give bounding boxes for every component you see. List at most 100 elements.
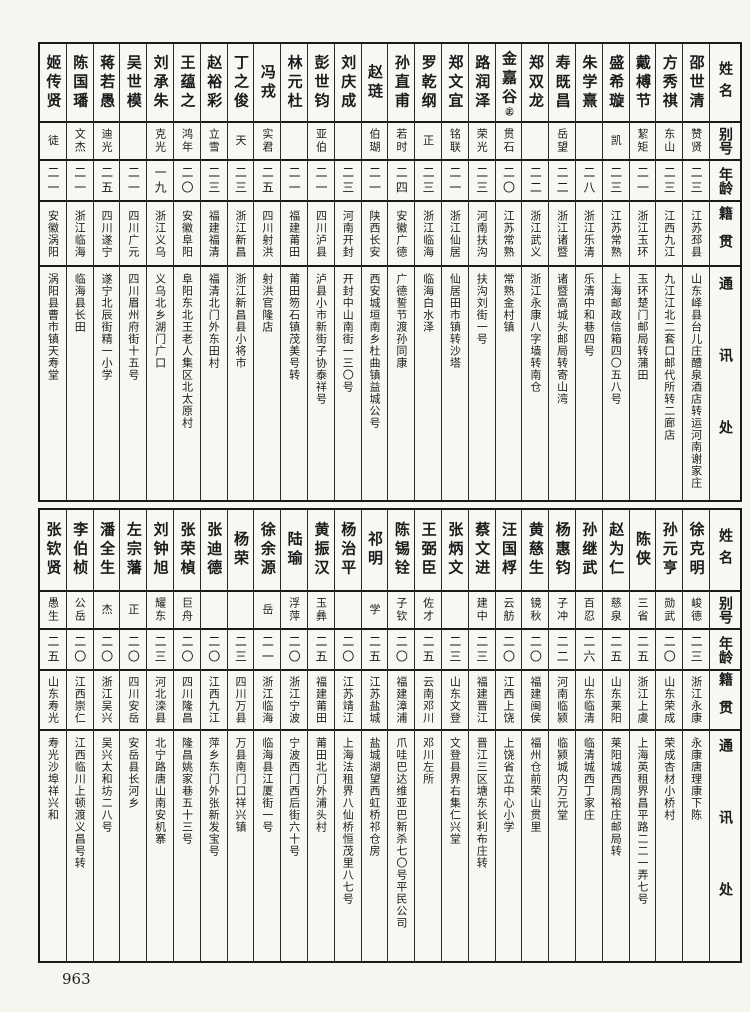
header-label-address: 通讯处: [717, 275, 733, 492]
person-age-cell: 二〇: [388, 628, 415, 669]
person-address: 安岳县长河乡: [126, 737, 140, 809]
person-address: 盐城湖望西虹桥祁仓房: [368, 737, 382, 857]
person-address: 莆田笏石镇茂美号转: [287, 273, 301, 381]
person-address: 北宁路唐山南安机寨: [153, 737, 167, 845]
person-name: 陈侠: [634, 531, 652, 569]
person-alias: 迪光: [100, 128, 114, 154]
person-age: 二〇: [394, 634, 409, 665]
person-address-cell: 山东峄县台儿庄醴泉酒店转运河南谢家庄: [683, 265, 709, 500]
person-age: 二六: [581, 634, 596, 665]
person-age: 二三: [233, 165, 248, 196]
person-address-cell: 寿光沙埠祥兴和: [40, 729, 66, 961]
person-name: 郑文宜: [446, 54, 465, 111]
person-alias-cell: 子冲: [549, 590, 576, 628]
person-address-cell: 临清城西丁家庄: [576, 729, 602, 961]
person-age-cell: 二〇: [495, 628, 522, 669]
person-address: 万县南门口祥兴镇: [234, 737, 248, 833]
person-name: 戴榑节: [634, 54, 652, 111]
person-address: 山东峄县台儿庄醴泉酒店转运河南谢家庄: [689, 273, 703, 489]
person-address-cell: 上海邮政信箱四〇五八号: [602, 265, 629, 500]
person-alias: 公岳: [73, 597, 87, 623]
person-name-cell: 徐克明: [683, 510, 709, 590]
person-native-place: 浙江永康: [689, 676, 703, 724]
person-name-cell: 孙继武: [576, 510, 602, 590]
person-name-cell: 姬传贤: [40, 44, 66, 121]
person-native-place: 四川安岳: [126, 676, 140, 724]
person-native-place: 福建闽侯: [528, 676, 542, 724]
person-address-cell: 广德誓节渡孙同康: [388, 265, 415, 500]
person-name-cell: 陈国璠: [67, 44, 93, 121]
person-address-cell: 义乌北乡湖门广口: [147, 265, 174, 500]
person-age: 二一: [45, 165, 60, 196]
person-age: 二三: [206, 165, 221, 196]
person-age-cell: 二三: [468, 159, 495, 200]
person-name-cell: 陆瑜: [281, 510, 307, 590]
person-age-cell: 二三: [227, 628, 254, 669]
person-alias-cell: 杰: [93, 590, 120, 628]
person-column: 陆瑜 浮萍 二〇 浙江宁波 宁波西门西后街六十号: [280, 510, 308, 961]
person-name-cell: 方秀祺: [656, 44, 682, 121]
person-alias-cell: 铭联: [442, 121, 468, 159]
person-age-cell: 二二: [549, 159, 576, 200]
person-column: 寿既昌 岳望 二二 浙江诸暨 诸暨高城头邮局转寄山湾: [548, 44, 576, 500]
person-alias-cell: 峻德: [683, 590, 709, 628]
person-age-cell: 二六: [576, 628, 602, 669]
person-name: 徐余源: [258, 521, 277, 579]
person-name: 刘钟旭: [151, 521, 170, 579]
person-alias: 建中: [475, 597, 489, 623]
person-column: 赵为仁 慈泉 二五 山东莱阳 莱阳城西周裕庄邮局转: [601, 510, 629, 961]
person-native-place: 浙江玉环: [636, 209, 649, 258]
person-age-cell: 一九: [147, 159, 174, 200]
person-name-cell: 张迪德: [201, 510, 227, 590]
person-native-place: 江西上饶: [502, 676, 516, 724]
person-alias-cell: [334, 590, 361, 628]
person-alias-cell: 天: [227, 121, 254, 159]
person-address-cell: 安岳县长河乡: [120, 729, 147, 961]
person-column: 徐余源 岳 二一 浙江临海 临海县江厦街一号: [253, 510, 281, 961]
person-column: 张炳文 二三 山东文登 文登县界右集仁兴堂: [441, 510, 468, 961]
person-address-cell: 隆昌姚家巷五十三号: [174, 729, 200, 961]
person-address-cell: 邓川左所: [415, 729, 442, 961]
person-native-cell: 福建晋江: [468, 669, 495, 729]
person-native-place: 河南开封: [341, 209, 355, 258]
person-name: 李伯桢: [71, 521, 90, 579]
person-age: 二一: [287, 165, 302, 196]
person-alias: 克光: [153, 128, 167, 154]
person-alias-cell: 愚生: [40, 590, 66, 628]
person-age-cell: 二三: [227, 159, 254, 200]
person-age-cell: 二〇: [200, 628, 227, 669]
person-name-cell: 蔡文进: [469, 510, 495, 590]
header-label-age: 年龄: [717, 166, 733, 195]
person-alias-cell: 文杰: [66, 121, 93, 159]
person-age: 二〇: [501, 165, 516, 196]
person-name-cell: 张钦贤: [40, 510, 66, 590]
person-alias-cell: 立雪: [200, 121, 227, 159]
person-column: 金嘉谷㊣ 贯石 二〇 江苏常熟 常熟金村镇: [494, 44, 522, 500]
person-name: 孙直甫: [392, 54, 411, 111]
person-native-cell: 河南扶沟: [468, 200, 495, 265]
person-native-place: 山东荣成: [662, 676, 676, 724]
person-address: 永康唐理康下陈: [689, 737, 703, 821]
person-address-cell: 九江江北二套口邮代所转二廊店: [656, 265, 683, 500]
person-alias-cell: 伯瑚: [361, 121, 388, 159]
person-address: 莱阳城西周裕庄邮局转: [609, 737, 623, 857]
person-name: 王弼臣: [419, 521, 438, 579]
person-native-cell: 河南开封: [334, 200, 361, 265]
person-native-cell: 四川万县: [227, 669, 254, 729]
person-native-cell: 浙江永康: [683, 669, 709, 729]
person-alias: 子钦: [394, 597, 408, 623]
person-native-place: 江西九江: [207, 676, 221, 724]
person-age: 二〇: [206, 634, 221, 665]
person-address-cell: 开封中山南街一三〇号: [334, 265, 361, 500]
person-address: 福州仓前荣山贯里: [528, 737, 542, 833]
person-native-cell: 江苏常熟: [602, 200, 629, 265]
person-address-cell: 四川眉州府街十五号: [120, 265, 147, 500]
person-column: 丁之俊 天 二三 浙江新昌 浙江新昌县小将市: [226, 44, 254, 500]
person-native-cell: 福建莆田: [308, 669, 334, 729]
person-age: 二二: [528, 165, 543, 196]
person-name-cell: 徐余源: [254, 510, 280, 590]
person-name: 张炳文: [446, 521, 465, 579]
person-age-cell: 二一: [254, 628, 281, 669]
person-column: 张钦贤 愚生 二五 山东寿光 寿光沙埠祥兴和: [40, 510, 66, 961]
person-age-cell: 二五: [93, 159, 120, 200]
